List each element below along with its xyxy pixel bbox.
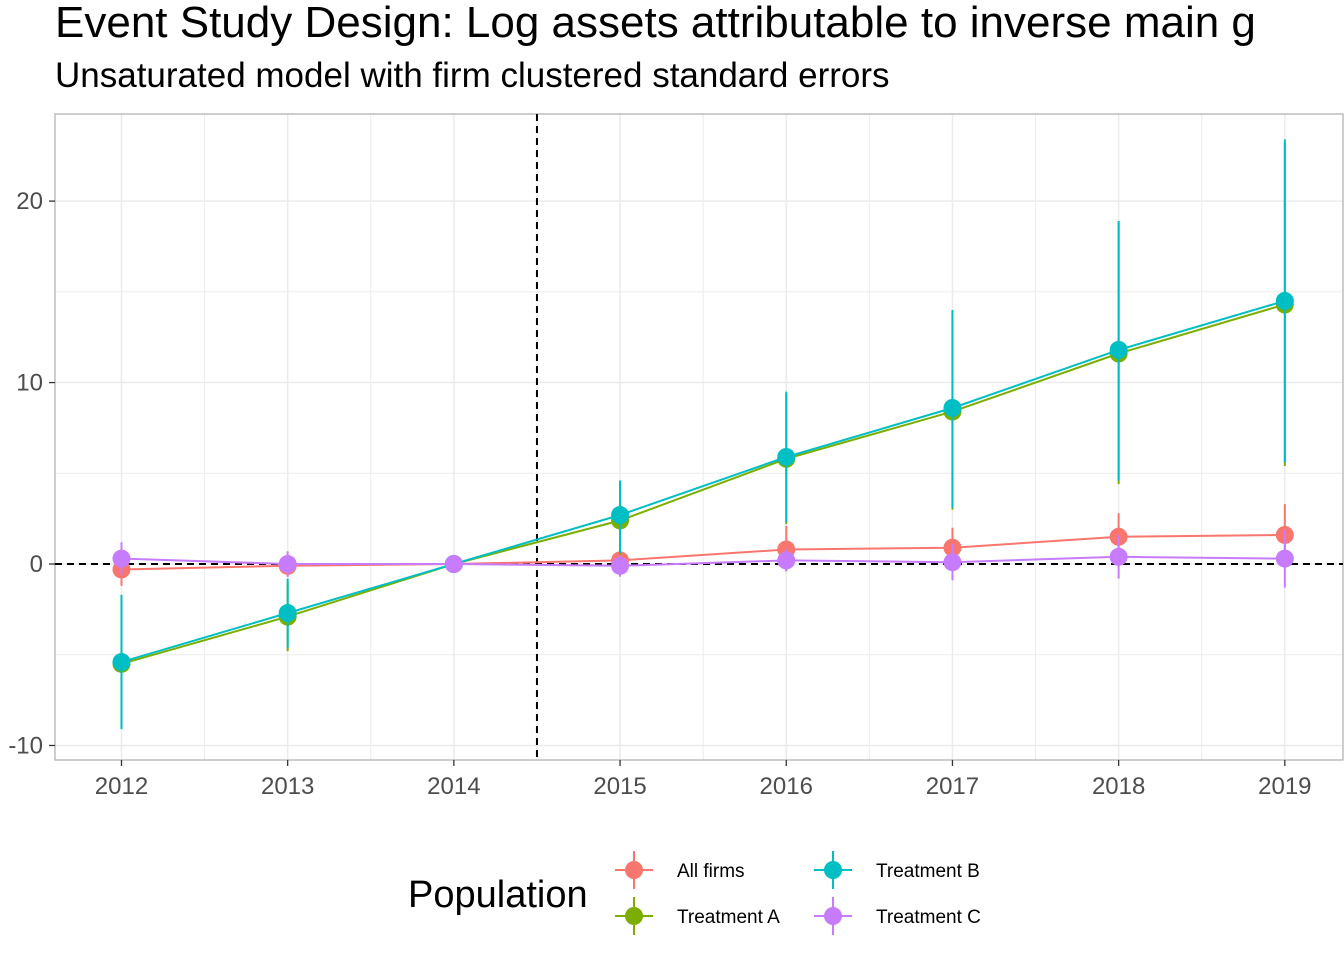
x-tick-label: 2015 [593, 773, 646, 800]
series-treatment-c [112, 529, 1294, 588]
data-point [777, 551, 796, 570]
legend-key-point [625, 861, 643, 879]
panel-border [54, 113, 1344, 761]
data-point [943, 553, 962, 572]
data-point [278, 555, 297, 574]
legend-key-point [824, 861, 842, 879]
legend-key-point [625, 907, 643, 925]
chart-title: Event Study Design: Log assets attributa… [55, 0, 1256, 47]
chart-subtitle: Unsaturated model with firm clustered st… [55, 56, 890, 95]
data-point [611, 506, 630, 525]
legend-item-treatment-a: Treatment A [615, 897, 780, 935]
data-point [1109, 340, 1128, 359]
legend-item-treatment-c: Treatment C [814, 897, 981, 935]
data-point [278, 604, 297, 623]
y-tick-label: 20 [16, 188, 43, 215]
legend-item-treatment-b: Treatment B [814, 851, 980, 889]
data-point [611, 556, 630, 575]
data-point [1109, 547, 1128, 566]
y-tick-label: 0 [30, 551, 43, 578]
x-tick-label: 2012 [95, 773, 148, 800]
y-tick-label: 10 [16, 370, 43, 397]
x-tick-label: 2016 [760, 773, 813, 800]
legend-label: Treatment C [876, 907, 981, 928]
legend-label: All firms [677, 861, 745, 882]
legend-label: Treatment A [677, 907, 780, 928]
legend-title: Population [408, 874, 588, 916]
series-line [121, 299, 1286, 663]
x-tick-label: 2014 [427, 773, 480, 800]
x-tick-label: 2017 [926, 773, 979, 800]
x-tick-label: 2018 [1092, 773, 1145, 800]
legend-item-all-firms: All firms [615, 851, 745, 889]
data-point [444, 555, 463, 574]
series-line [121, 534, 1285, 571]
data-point [943, 398, 962, 417]
series-line [121, 555, 1285, 567]
data-point [112, 653, 131, 672]
x-tick-label: 2019 [1258, 773, 1311, 800]
data-point [777, 447, 796, 466]
data-point [112, 549, 131, 568]
legend-key-point [824, 907, 842, 925]
data-point [1275, 291, 1294, 310]
y-tick-label: -10 [8, 732, 43, 759]
series-line [121, 303, 1286, 665]
x-tick-label: 2013 [261, 773, 314, 800]
legend-label: Treatment B [876, 861, 980, 882]
data-point [1275, 549, 1294, 568]
